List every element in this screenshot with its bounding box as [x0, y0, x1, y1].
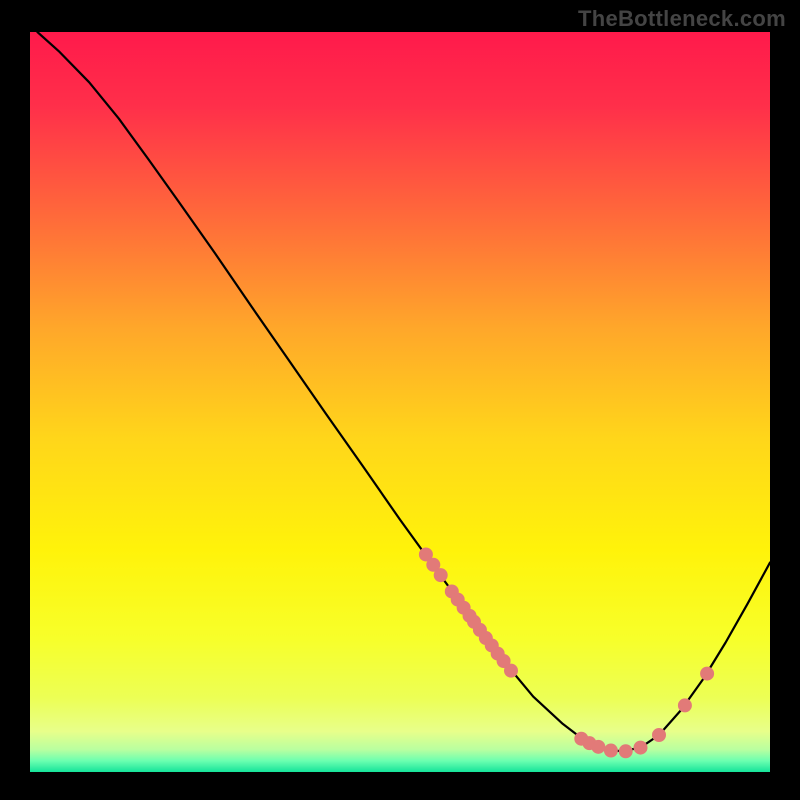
- marker-point: [634, 741, 647, 754]
- marker-point: [592, 740, 605, 753]
- marker-point: [678, 699, 691, 712]
- curve-line: [37, 32, 770, 751]
- marker-point: [619, 745, 632, 758]
- marker-point: [434, 569, 447, 582]
- marker-point: [505, 664, 518, 677]
- plot-area: [30, 32, 770, 772]
- marker-point: [653, 729, 666, 742]
- plot-svg: [30, 32, 770, 772]
- chart-container: TheBottleneck.com: [0, 0, 800, 800]
- marker-point: [701, 667, 714, 680]
- watermark-text: TheBottleneck.com: [578, 6, 786, 32]
- marker-point: [604, 744, 617, 757]
